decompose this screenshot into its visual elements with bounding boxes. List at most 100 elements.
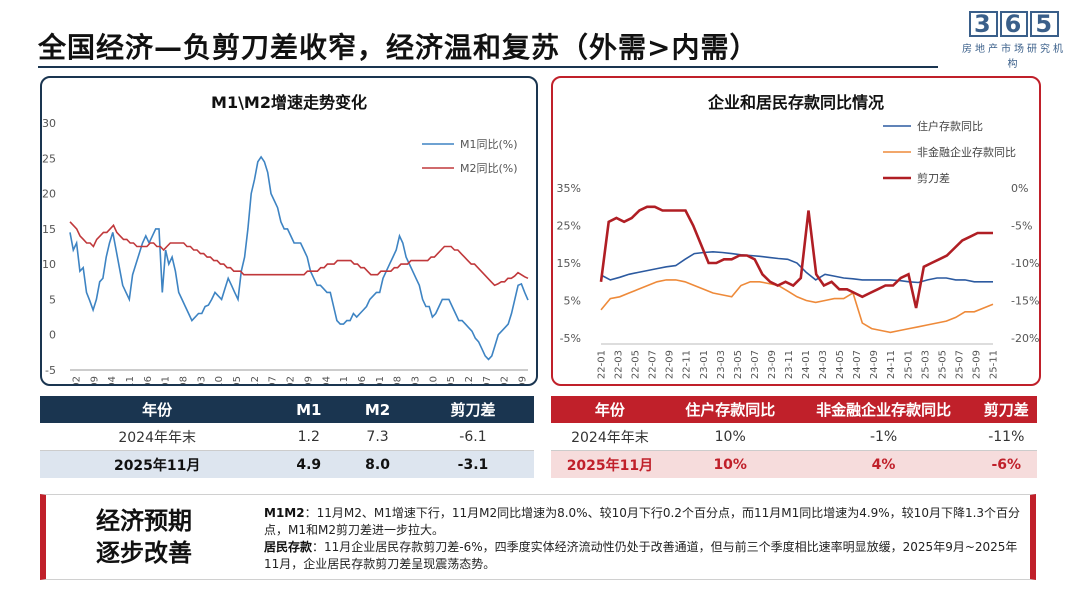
x-tick-label: 22-11: [682, 350, 693, 379]
table-cell: -11%: [975, 423, 1037, 451]
table-row: 2025年11月 10% 4% -6%: [551, 450, 1037, 478]
y-tick-label-right: -10%: [1011, 257, 1039, 270]
table-cell: 8.0: [343, 450, 412, 478]
y-tick-label-right: -5%: [1011, 220, 1032, 233]
x-tick-label: 18-09: [303, 376, 314, 384]
table-cell: 4%: [791, 450, 976, 478]
x-tick-label: 22-07: [648, 350, 659, 379]
logo-digit: 6: [999, 11, 1029, 37]
x-tick-label: 25-05: [937, 350, 948, 379]
y-tick-label: -5: [45, 364, 56, 377]
deposit-table: 年份 住户存款同比 非金融企业存款同比 剪刀差 2024年年末 10% -1% …: [551, 396, 1037, 478]
series-line-household: [600, 250, 993, 284]
x-tick-label: 25-02: [500, 376, 511, 384]
m1m2-chart: M1\M2增速走势变化 -5 0 5 10 15 20 25 30 11-02 11-09 12-04…: [42, 93, 529, 384]
x-tick-label: 19-11: [339, 376, 350, 384]
x-tick-label: 25-11: [989, 350, 1000, 379]
logo-digit: 5: [1030, 11, 1060, 37]
x-tick-label: 25-09: [518, 376, 529, 384]
summary-label: M1M2: [264, 506, 305, 520]
y-tick-label-left: 15%: [557, 257, 581, 270]
chart-title: 企业和居民存款同比情况: [707, 93, 884, 112]
summary-heading-line: 逐步改善: [96, 539, 192, 567]
y-tick-label-left: 25%: [557, 220, 581, 233]
summary-heading: 经济预期 逐步改善: [96, 505, 216, 569]
deposit-chart-panel: 企业和居民存款同比情况 -5% 5% 15% 25% 35% -20% -15% -10% -5%…: [551, 76, 1041, 386]
y-tick-label: 25: [42, 152, 56, 165]
x-tick-label: 22-09: [665, 350, 676, 379]
x-tick-label: 22-03: [614, 350, 625, 379]
m1m2-chart-panel: M1\M2增速走势变化 -5 0 5 10 15 20 25 30 11-02 11-09 12-04…: [40, 76, 538, 386]
table-header-cell: 年份: [40, 396, 275, 423]
table-row: 2025年11月 4.9 8.0 -3.1: [40, 450, 534, 478]
logo-subtitle: 房地产市场研究机构: [962, 44, 1066, 70]
series-line-scissors: [599, 205, 993, 309]
series-line-m1: [69, 155, 529, 361]
x-tick-label: 23-09: [767, 350, 778, 379]
deposit-chart: 企业和居民存款同比情况 -5% 5% 15% 25% 35% -20% -15% -10% -5%…: [557, 93, 1039, 379]
x-tick-label: 22-03: [410, 376, 421, 384]
y-tick-label: 5: [49, 293, 56, 306]
x-tick-label: 22-05: [631, 350, 642, 379]
y-tick-label: 20: [42, 188, 56, 201]
x-tick-label: 25-01: [903, 350, 914, 379]
table-header-row: 年份 住户存款同比 非金融企业存款同比 剪刀差: [551, 396, 1037, 423]
legend-label: 剪刀差: [917, 171, 950, 185]
table-header-cell: 年份: [551, 396, 669, 423]
table-cell: -3.1: [411, 450, 534, 478]
legend-label: M1同比(%): [460, 138, 518, 151]
table-row: 2024年年末 1.2 7.3 -6.1: [40, 423, 534, 451]
x-tick-label: 15-03: [196, 376, 207, 384]
x-tick-label: 16-05: [232, 376, 243, 384]
table-cell: -6.1: [411, 423, 534, 451]
summary-heading-line: 经济预期: [96, 507, 192, 535]
x-tick-label: 23-12: [464, 376, 475, 384]
series-line-m2: [69, 221, 529, 287]
x-tick-label: 11-09: [89, 376, 100, 384]
summary-text: M1M2：11月M2、M1增速下行，11月M2同比增速为8.0%、较10月下行0…: [264, 505, 1024, 573]
x-tick-label: 18-02: [286, 376, 297, 384]
table-header-cell: 住户存款同比: [668, 396, 792, 423]
m1m2-table: 年份 M1 M2 剪刀差 2024年年末 1.2 7.3 -6.1 2025年1…: [40, 396, 534, 478]
table-cell: -6%: [975, 450, 1037, 478]
summary-paragraph-deposit: 居民存款：11月企业居民存款剪刀差-6%，四季度实体经济流动性仍处于改善通道，但…: [264, 539, 1024, 573]
table-cell: 2025年11月: [40, 450, 275, 478]
x-tick-label: 24-07: [852, 350, 863, 379]
x-tick-label: 23-05: [733, 350, 744, 379]
table-header-cell: 剪刀差: [411, 396, 534, 423]
table-cell: 10%: [668, 423, 792, 451]
y-tick-label: 15: [42, 223, 56, 236]
x-tick-label: 24-11: [886, 350, 897, 379]
legend-label: 住户存款同比: [917, 119, 983, 133]
table-cell: 2024年年末: [40, 423, 275, 451]
x-tick-label: 22-01: [597, 350, 608, 379]
table-cell: 2025年11月: [551, 450, 669, 478]
series-line-enterprise: [600, 279, 994, 334]
table-cell: 2024年年末: [551, 423, 669, 451]
x-tick-label: 24-09: [869, 350, 880, 379]
table-cell: -1%: [791, 423, 976, 451]
y-tick-label-left: 35%: [557, 182, 581, 195]
x-tick-label: 24-07: [482, 376, 493, 384]
y-tick-label-left: -5%: [560, 332, 581, 345]
y-tick-label: 30: [42, 117, 56, 130]
table-header-cell: 剪刀差: [975, 396, 1037, 423]
y-tick-label: 10: [42, 258, 56, 271]
x-tick-label: 14-08: [179, 376, 190, 384]
y-tick-label-left: 5%: [564, 295, 581, 308]
table-cell: 4.9: [274, 450, 344, 478]
y-tick-label-right: 0%: [1011, 182, 1028, 195]
title-divider: [38, 66, 938, 68]
x-tick-label: 23-07: [750, 350, 761, 379]
table-row: 2024年年末 10% -1% -11%: [551, 423, 1037, 451]
x-tick-label: 23-11: [784, 350, 795, 379]
summary-paragraph-m1m2: M1M2：11月M2、M1增速下行，11月M2同比增速为8.0%、较10月下行0…: [264, 505, 1024, 539]
page-title: 全国经济—负剪刀差收窄，经济温和复苏（外需>内需）: [38, 31, 759, 64]
logo-digit: 3: [968, 11, 998, 37]
table-cell: 10%: [668, 450, 792, 478]
summary-label: 居民存款: [264, 540, 313, 554]
summary-content: ：11月企业居民存款剪刀差-6%，四季度实体经济流动性仍处于改善通道，但与前三个…: [264, 540, 1018, 571]
y-tick-label: 0: [49, 329, 56, 342]
x-tick-label: 13-06: [143, 376, 154, 384]
